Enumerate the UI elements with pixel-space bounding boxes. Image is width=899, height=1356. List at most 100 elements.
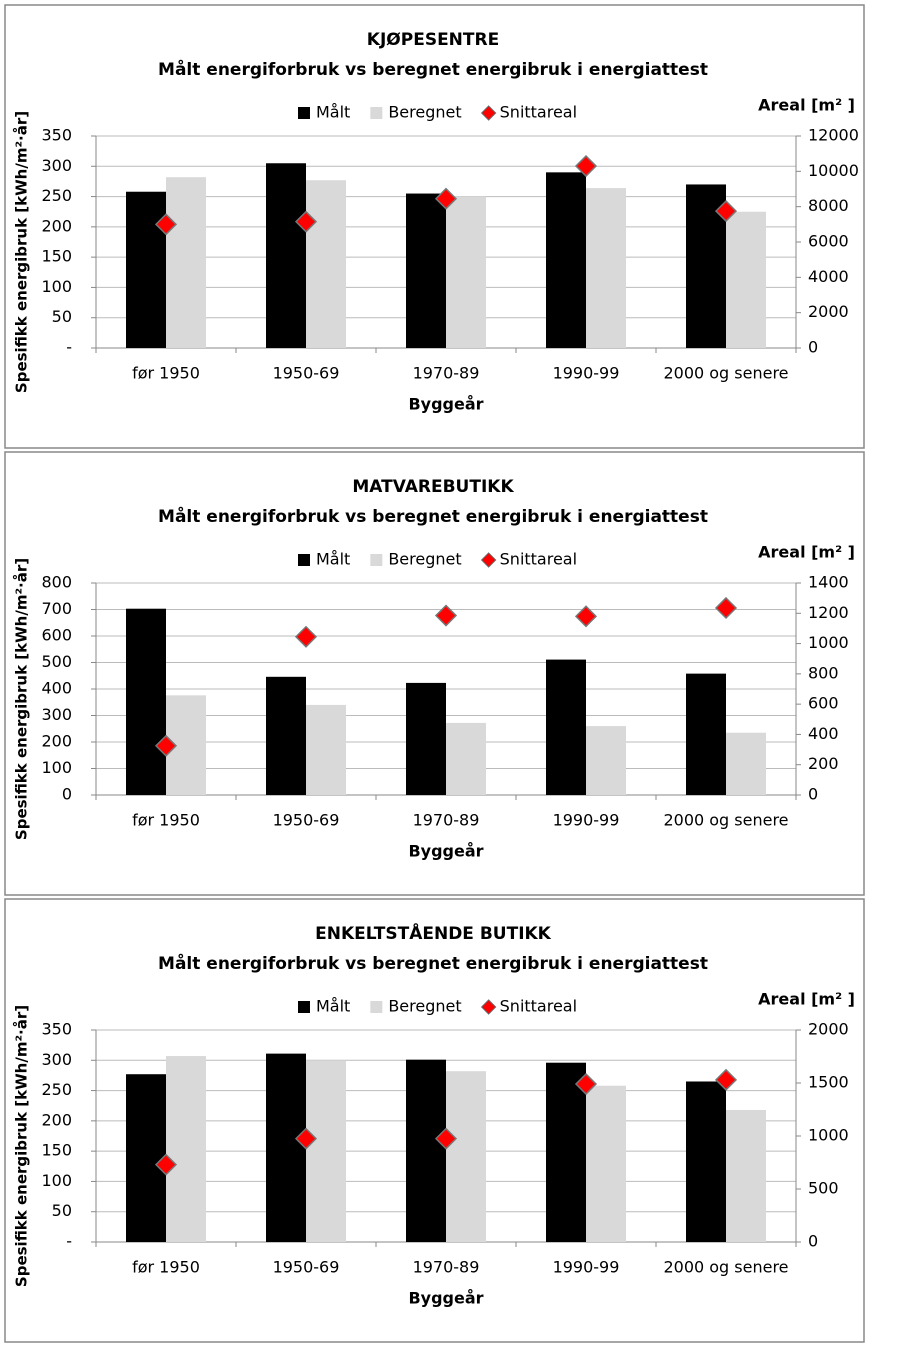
bar (406, 682, 446, 795)
bar (406, 1059, 446, 1242)
x-tick-label: 2000 og senere (663, 364, 788, 383)
y2-tick-label: 10000 (808, 161, 859, 180)
y2-tick-label: 2000 (808, 1020, 849, 1039)
bar (726, 732, 766, 795)
legend-label: Beregnet (388, 550, 461, 569)
area-marker (154, 734, 178, 757)
y-tick-label: 350 (41, 126, 72, 145)
y-tick-label: 200 (41, 732, 72, 751)
x-tick-label: 1950-69 (273, 364, 340, 383)
bar (726, 211, 766, 348)
bar (266, 1053, 306, 1242)
bar (166, 1056, 206, 1242)
y-tick-label: 100 (41, 277, 72, 296)
y-tick-label: 200 (41, 1110, 72, 1129)
y2-tick-label: 1500 (808, 1073, 849, 1092)
panel-border (4, 898, 865, 1343)
bar (546, 172, 586, 348)
bar (726, 1109, 766, 1242)
legend-marker (480, 552, 497, 568)
x-tick-label: 1990-99 (553, 811, 620, 830)
legend-marker (370, 1001, 383, 1013)
x-tick-label: 1970-89 (413, 811, 480, 830)
bar (166, 177, 206, 348)
legend-marker (298, 554, 310, 566)
chart-subtitle: Målt energiforbruk vs beregnet energibru… (158, 952, 708, 974)
bar (266, 676, 306, 795)
y-tick-label: 300 (41, 705, 72, 724)
bar (586, 726, 626, 795)
y2-axis-label: Areal [m² ] (758, 96, 855, 115)
area-marker (294, 625, 318, 648)
y-tick-label: 300 (41, 1050, 72, 1069)
bar (406, 193, 446, 348)
bar (446, 1071, 486, 1242)
bar (126, 191, 166, 348)
x-tick-label: 2000 og senere (663, 1258, 788, 1277)
area-marker (574, 605, 598, 628)
y2-tick-label: 2000 (808, 302, 849, 321)
legend-marker (370, 107, 383, 119)
y2-tick-label: 0 (808, 1232, 818, 1251)
y-tick-label: 150 (41, 1141, 72, 1160)
area-marker (434, 604, 458, 627)
y2-tick-label: 400 (808, 724, 839, 743)
legend-label: Snittareal (500, 997, 577, 1016)
y-axis-label: Spesifikk energibruk [kWh/m²·år] (13, 111, 31, 393)
x-tick-label: før 1950 (132, 364, 200, 383)
bar (586, 1085, 626, 1242)
y2-axis-label: Areal [m² ] (758, 990, 855, 1009)
y-tick-label: 100 (41, 758, 72, 777)
y2-tick-label: 600 (808, 694, 839, 713)
chart-title: ENKELTSTÅENDE BUTIKK (315, 921, 552, 944)
y2-tick-label: 0 (808, 785, 818, 804)
y-tick-label: 300 (41, 156, 72, 175)
y-tick-label: 100 (41, 1171, 72, 1190)
area-marker (154, 1153, 178, 1176)
y2-tick-label: 1400 (808, 573, 849, 592)
bar (126, 608, 166, 795)
y-tick-label: 600 (41, 626, 72, 645)
x-tick-label: 1970-89 (413, 364, 480, 383)
bar (446, 722, 486, 795)
x-axis-label: Byggeår (408, 395, 483, 414)
y-tick-label: 50 (52, 1201, 72, 1220)
y-tick-label: - (66, 338, 72, 357)
y2-tick-label: 12000 (808, 126, 859, 145)
x-tick-label: 1950-69 (273, 811, 340, 830)
y-tick-label: 800 (41, 573, 72, 592)
y-tick-label: 700 (41, 599, 72, 618)
bar (686, 1081, 726, 1242)
panel-border (4, 4, 865, 449)
x-tick-label: 1990-99 (553, 1258, 620, 1277)
y2-tick-label: 8000 (808, 196, 849, 215)
y2-tick-label: 1000 (808, 633, 849, 652)
y2-tick-label: 0 (808, 338, 818, 357)
legend-marker (298, 1001, 310, 1013)
legend-marker (480, 105, 497, 121)
chart-subtitle: Målt energiforbruk vs beregnet energibru… (158, 58, 708, 80)
chart-title: MATVAREBUTIKK (352, 477, 514, 497)
bar (306, 1060, 346, 1242)
y2-tick-label: 4000 (808, 267, 849, 286)
y-tick-label: 350 (41, 1020, 72, 1039)
y-tick-label: 250 (41, 1080, 72, 1099)
y2-tick-label: 200 (808, 754, 839, 773)
area-marker (574, 154, 598, 178)
area-marker (294, 210, 318, 233)
area-marker (434, 1127, 458, 1150)
y-tick-label: 50 (52, 307, 72, 326)
area-marker (154, 213, 178, 236)
x-axis-label: Byggeår (408, 1289, 483, 1308)
bar (306, 180, 346, 348)
area-marker (294, 1127, 318, 1150)
y2-tick-label: 800 (808, 663, 839, 682)
legend-marker (480, 999, 497, 1015)
y-axis-label: Spesifikk energibruk [kWh/m²·år] (13, 1005, 31, 1287)
x-tick-label: 1970-89 (413, 1258, 480, 1277)
bar (306, 704, 346, 795)
panel-border (4, 451, 865, 896)
x-tick-label: 2000 og senere (663, 811, 788, 830)
chart-title: KJØPESENTRE (367, 30, 499, 50)
